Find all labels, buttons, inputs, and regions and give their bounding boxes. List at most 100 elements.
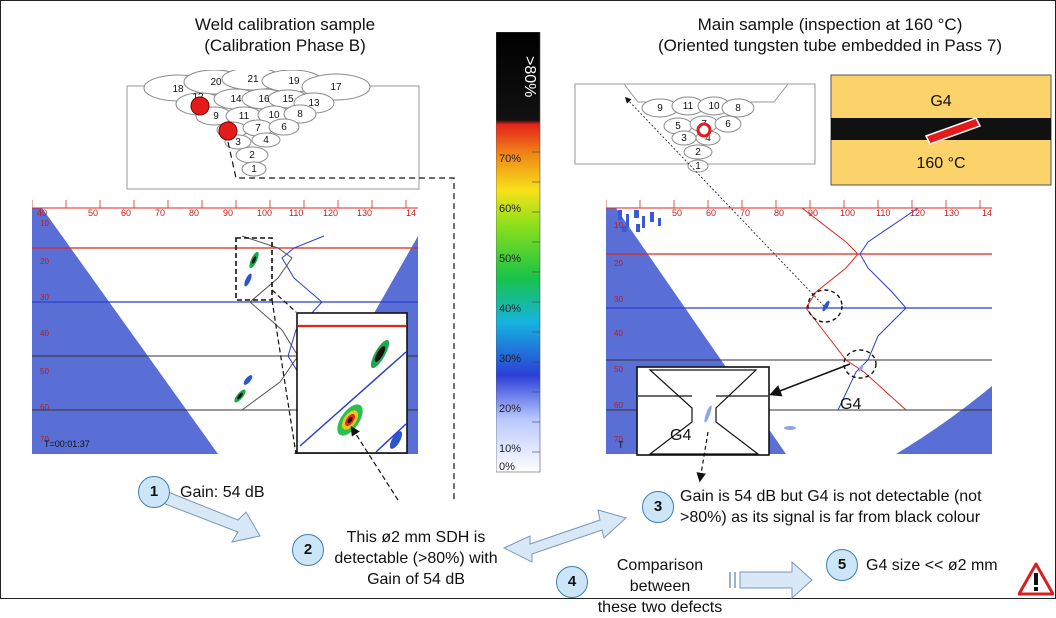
pass-label: 2 [249,150,255,161]
y-tick: 20 [614,259,623,268]
step2-line: detectable (>80%) with [334,550,498,567]
color-scale-bar: >80% 70% 60% 50% 40% 30% 20% 10% 0% [496,32,541,473]
pass-label: 11 [683,101,694,112]
y-tick: 20 [40,257,49,266]
scale-tick: 50% [499,253,521,265]
warning-icon [1018,562,1054,596]
x-tick: 110 [876,208,890,218]
pass-label: 1 [251,164,257,175]
y-tick: 60 [40,403,49,412]
double-arrow [502,509,628,563]
x-tick: 110 [289,208,303,218]
scale-tick: 60% [499,203,521,215]
step1-badge: 1 [138,476,170,508]
scale-tick: 40% [499,303,521,315]
y-tick: 60 [614,401,623,410]
step2-line: Gain of 54 dB [367,571,465,588]
left-title-line2: (Calibration Phase B) [204,36,366,55]
x-tick: 90 [808,208,818,218]
left-x-tick-labels: 40 50 60 70 80 90 100 110 120 130 14 [37,208,416,218]
x-tick: 70 [155,208,165,218]
right-title: Main sample (inspection at 160 °C) (Orie… [620,14,1040,56]
x-tick: 80 [774,208,784,218]
tube-inset: G4 160 °C [830,74,1052,186]
left-timestamp: T=00:01:37 [44,439,90,449]
sdh-marker-lower [218,121,238,141]
y-tick: 30 [614,295,623,304]
y-tick: 40 [614,329,623,338]
pass-label: 8 [297,109,303,120]
y-tick: 30 [40,293,49,302]
defect-label: G4 [840,396,861,413]
pass-label: 20 [210,77,222,88]
x-tick: 60 [121,208,131,218]
right-y-tick-labels: 10 20 30 40 50 60 70 [614,221,623,444]
left-weld-diagram: 18 20 21 19 17 12 14 16 15 13 9 11 10 8 … [126,70,420,190]
pass-label: 5 [675,121,681,132]
right-timestamp: T [618,440,624,450]
defect-circle-upper [807,289,843,323]
right-title-line2: (Oriented tungsten tube embedded in Pass… [658,36,1002,55]
pass-label: 13 [308,98,320,109]
y-tick: 10 [614,221,623,230]
step4-line: Comparison between [616,557,704,595]
right-zoom-inset: G4 [636,366,770,456]
scale-tick: 20% [499,403,521,415]
x-tick: 14 [982,208,992,218]
scale-tick-labels: 70% 60% 50% 40% 30% 20% 10% 0% [499,153,521,473]
inset-label: G4 [930,93,951,110]
pass-label: 9 [213,111,219,122]
x-tick: 120 [323,208,338,218]
step4-text: Comparison between these two defects [592,555,728,618]
left-title: Weld calibration sample (Calibration Pha… [170,14,400,56]
scale-tick: 10% [499,443,521,455]
left-y-tick-labels: 10 20 30 40 50 60 70 [40,219,49,444]
calib-to-step2-line [227,141,455,500]
y-tick: 70 [614,435,623,444]
pass-label: 4 [705,133,711,144]
step3-text: Gain is 54 dB but G4 is not detectable (… [680,486,982,528]
step1-arrow [142,487,261,543]
pass-label: 6 [281,122,287,133]
step1-text: Gain: 54 dB [180,484,265,501]
pass-label: 21 [247,74,259,85]
zoom-arrow [769,363,851,397]
step5-badge: 5 [826,549,858,581]
step3-badge: 3 [642,491,674,523]
x-tick: 50 [672,208,682,218]
pass-label: 8 [735,103,741,114]
pass-label: 15 [282,94,294,105]
pass-label: 16 [258,94,270,105]
left-selection-box [235,237,273,301]
pass-label: 3 [681,133,687,144]
x-tick: 120 [910,208,925,218]
x-tick: 60 [706,208,716,218]
pass-label: 6 [725,119,731,130]
x-tick: 50 [88,208,98,218]
inset-temp: 160 °C [916,155,965,172]
right-title-line1: Main sample (inspection at 160 °C) [697,15,963,34]
defect-to-weld-arrow [624,96,825,307]
zoom-to-step3-arrow [696,431,709,483]
right-x-tick-labels: 50 60 70 80 90 100 110 120 130 14 [672,208,992,218]
pass-label: 3 [235,137,241,148]
left-x-ruler [32,200,407,208]
zoom-label: G4 [670,427,691,444]
x-tick: 100 [840,208,855,218]
pass-label: 19 [288,76,300,87]
step2-badge: 2 [292,534,324,566]
pass-label: 10 [708,101,720,112]
pass-label: 4 [263,135,269,146]
right-x-ruler [606,200,981,208]
connector-overlay [142,96,851,599]
x-tick: 100 [257,208,272,218]
y-tick: 10 [40,219,49,228]
step4-arrow [739,560,813,599]
y-tick: 70 [40,435,49,444]
step2-line: This ø2 mm SDH is [346,529,486,546]
scale-tick: 70% [499,153,521,165]
pass-label: 11 [239,111,250,122]
pass-label: 7 [255,123,261,134]
step3-line: Gain is 54 dB but G4 is not detectable (… [680,488,982,505]
x-tick: 90 [223,208,233,218]
